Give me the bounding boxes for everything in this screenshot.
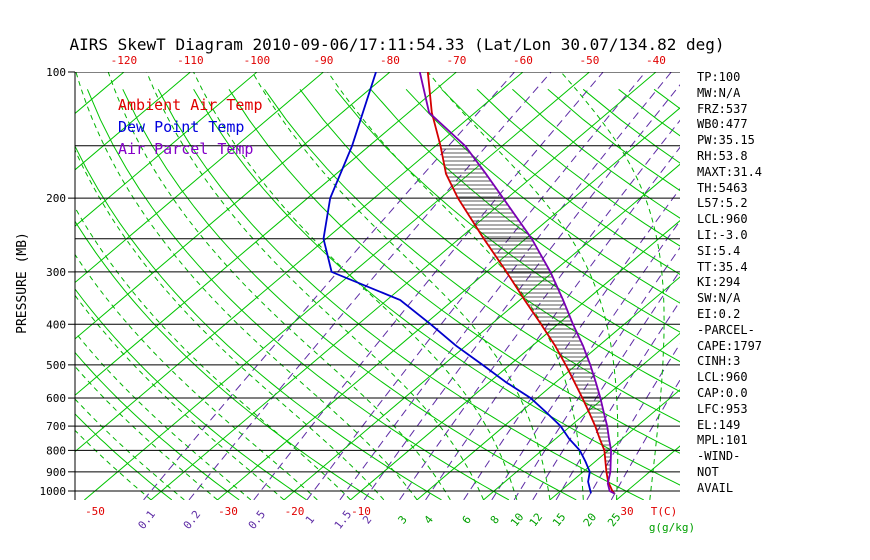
stat-line: L57:5.2 [697,196,748,211]
mixing-ratio-label: 0.5 [246,508,268,532]
stat-line: TP:100 [697,70,741,84]
stat-line: WB0:477 [697,117,748,132]
sounding-curves [322,72,616,495]
top-temp-tick-label: -90 [313,54,333,67]
plot-area [75,72,680,500]
top-temp-tick-label: -120 [111,54,138,67]
moist-adiabats [75,72,665,500]
pressure-tick-label: 700 [46,420,66,433]
stat-line: AVAIL [697,480,734,495]
stat-line: MW:N/A [697,85,741,100]
mixing-ratio-label: 1 [303,513,317,526]
stat-line: FRZ:537 [697,101,748,116]
pressure-tick-label: 800 [46,444,66,457]
top-temp-tick-label: -80 [380,54,400,67]
mixing-ratio-label: 12 [527,511,545,529]
stat-line: CAP:0.0 [697,385,748,400]
stat-line: MPL:101 [697,433,748,448]
axes: 100 200 300 400 500 600 700 800 900 1000 PRESSURE … [15,54,695,534]
curve-dew-point-temp [322,72,592,494]
mixing-ratio-label: 6 [460,513,474,526]
dry-adiabats [75,88,680,500]
curve-air-parcel-temp [418,72,615,495]
curve-ambient-air-temp [426,72,616,494]
bottom-temp-tick-label: -20 [285,505,305,518]
pressure-lines [75,72,680,492]
stat-line: CINH:3 [697,354,741,369]
stat-line: MAXT:31.4 [697,164,763,179]
mixing-ratio-label: 10 [508,511,526,529]
mixing-unit-label: g(g/kg) [649,521,695,534]
stat-line: RH:53.8 [697,148,748,163]
bottom-temp-tick-label: -10 [351,505,371,518]
pressure-tick-label: 1000 [40,485,67,498]
mixing-ratio-label: 0.2 [181,508,203,532]
top-temp-tick-label: -100 [244,54,271,67]
mixing-ratio-label: 8 [488,513,502,526]
stats-panel: TP:100 MW:N/A FRZ:537 WB0:477 PW:35.15 RH:53.… [697,70,762,497]
chart-title: AIRS SkewT Diagram 2010-09-06/17:11:54.3… [69,35,725,54]
bottom-temp-tick-label: 30 [620,505,633,518]
mixing-ratio-label: 3 [395,513,409,526]
pressure-axis-label: PRESSURE (MB) [15,232,30,334]
pressure-tick-label: 500 [46,359,66,372]
cape-hatch [441,148,611,478]
pressure-tick-label: 100 [46,66,66,79]
stat-line: -PARCEL- [697,322,755,337]
stat-line: CAPE:1797 [697,338,763,353]
stat-line: NOT [697,464,719,479]
stat-line: LFC:953 [697,401,748,416]
mixing-ratio-label: 0.1 [136,508,158,532]
legend-item-parcel: Air Parcel Temp [118,140,254,158]
pressure-tick-label: 400 [46,318,66,331]
stat-line: SW:N/A [697,291,741,306]
stat-line: EI:0.2 [697,306,741,321]
pressure-tick-label: 200 [46,192,66,205]
bottom-temp-tick-label: -50 [85,505,105,518]
stat-line: LCL:960 [697,212,748,227]
legend: Ambient Air Temp Dew Point Temp Air Parc… [118,94,263,160]
stat-line: SI:5.4 [697,243,741,258]
stat-line: LI:-3.0 [697,227,748,242]
mixing-ratio-label: 20 [581,511,599,529]
top-temp-tick-label: -70 [446,54,466,67]
legend-item-dewpoint: Dew Point Temp [118,118,245,136]
pressure-tick-label: 300 [46,266,66,279]
legend-item-ambient: Ambient Air Temp [118,96,263,114]
top-temp-tick-label: -50 [579,54,599,67]
pressure-tick-label: 600 [46,392,66,405]
stat-line: TH:5463 [697,180,748,195]
stat-line: TT:35.4 [697,259,748,274]
temp-unit-label: T(C) [651,505,678,518]
top-temp-tick-label: -110 [177,54,204,67]
mixing-ratio-label: 4 [422,513,437,527]
mixing-ratio-label: 15 [550,511,568,529]
stat-line: LCL:960 [697,370,748,385]
pressure-tick-label: 900 [46,466,66,479]
stat-line: -WIND- [697,449,741,464]
top-temp-tick-label: -60 [513,54,533,67]
stat-line: KI:294 [697,275,741,290]
isotherms [75,72,680,500]
mixing-ratio-label: 25 [605,511,623,529]
stat-line: PW:35.15 [697,133,755,148]
bottom-temp-tick-label: -30 [218,505,238,518]
stat-line: EL:149 [697,417,741,432]
top-temp-tick-label: -40 [646,54,666,67]
